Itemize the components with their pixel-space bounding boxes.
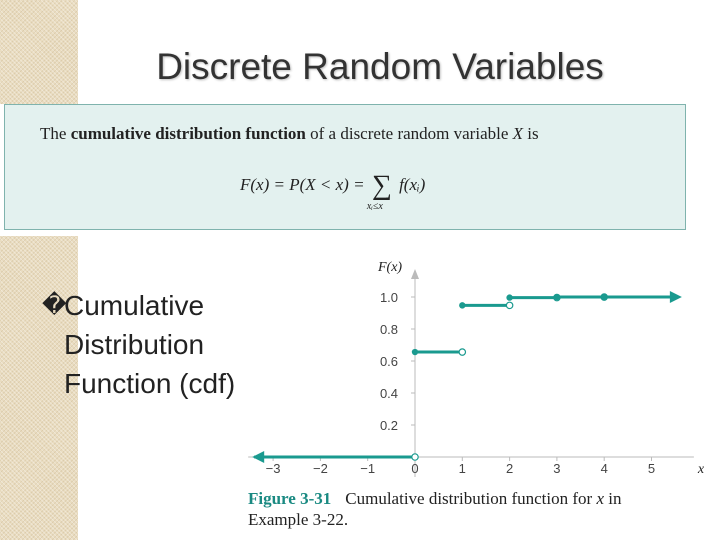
x-tick-label: −3 — [266, 461, 281, 476]
definition-term: cumulative distribution function — [70, 124, 306, 143]
y-tick-label: 0.8 — [380, 322, 398, 337]
x-tick-label: 1 — [459, 461, 466, 476]
sum-symbol: ∑ — [371, 170, 392, 201]
cdf-open-point — [458, 348, 467, 356]
slide-title: Discrete Random Variables — [156, 46, 604, 87]
cdf-closed-point — [506, 294, 513, 301]
y-tick-label: 0.6 — [380, 354, 398, 369]
definition-suffix: is — [523, 124, 539, 143]
definition-box: The cumulative distribution function of … — [4, 104, 686, 230]
bullet-line-2: Distribution — [64, 329, 205, 360]
cdf-open-point — [505, 301, 514, 310]
sum-operator: ∑ xᵢ≤x — [367, 170, 395, 213]
cdf-formula: F(x) = P(X < x) = ∑ xᵢ≤x f(xᵢ) — [240, 170, 426, 213]
figure-caption: Figure 3-31 Cumulative distribution funct… — [248, 488, 622, 530]
x-tick-label: −1 — [360, 461, 375, 476]
x-axis-label: x — [697, 462, 705, 477]
cdf-right-arrow — [669, 291, 682, 303]
cdf-open-point — [411, 453, 419, 461]
cdf-left-arrow — [252, 451, 265, 463]
y-axis-label: F(x) — [377, 260, 402, 275]
formula-left: F(x) = P(X < x) = — [240, 175, 369, 194]
definition-variable: X — [512, 124, 524, 143]
cdf-closed-point — [411, 348, 419, 356]
caption-text-after: in — [604, 489, 622, 508]
bullet-line-3: Function (cdf) — [64, 368, 236, 399]
bullet-line-1: Cumulative — [64, 290, 205, 321]
caption-line-1: Figure 3-31 Cumulative distribution funct… — [248, 488, 622, 509]
texture-panel-bottom — [0, 236, 78, 540]
y-tick-label: 0.4 — [380, 386, 398, 401]
x-tick-label: 2 — [506, 461, 513, 476]
caption-variable: x — [596, 489, 605, 508]
caption-line-2: Example 3-22. — [248, 510, 349, 529]
y-tick-label: 0.2 — [380, 418, 398, 433]
x-tick-label: 3 — [553, 461, 560, 476]
cdf-closed-point — [601, 293, 608, 301]
x-tick-label: 4 — [601, 461, 608, 476]
definition-middle: of a discrete random variable — [305, 124, 513, 143]
sum-subscript: xᵢ≤x — [366, 201, 383, 212]
definition-prefix: The — [40, 124, 71, 143]
cdf-closed-point — [459, 302, 466, 309]
x-tick-label: −2 — [313, 461, 328, 476]
x-tick-label: 0 — [411, 461, 418, 476]
definition-sentence: The cumulative distribution function of … — [40, 124, 539, 144]
cdf-closed-point — [553, 293, 561, 301]
figure-label: Figure 3-31 — [248, 489, 332, 508]
bullet-point: � Cumulative Distribution Function (cdf) — [42, 286, 236, 403]
caption-text-before: Cumulative distribution function for — [345, 489, 597, 508]
texture-panel-top — [0, 0, 78, 104]
y-tick-label: 1.0 — [380, 290, 398, 305]
x-tick-label: 5 — [648, 461, 655, 476]
bullet-icon: � — [42, 292, 67, 319]
formula-right: f(xᵢ) — [394, 175, 426, 194]
y-axis-arrow — [411, 269, 419, 279]
